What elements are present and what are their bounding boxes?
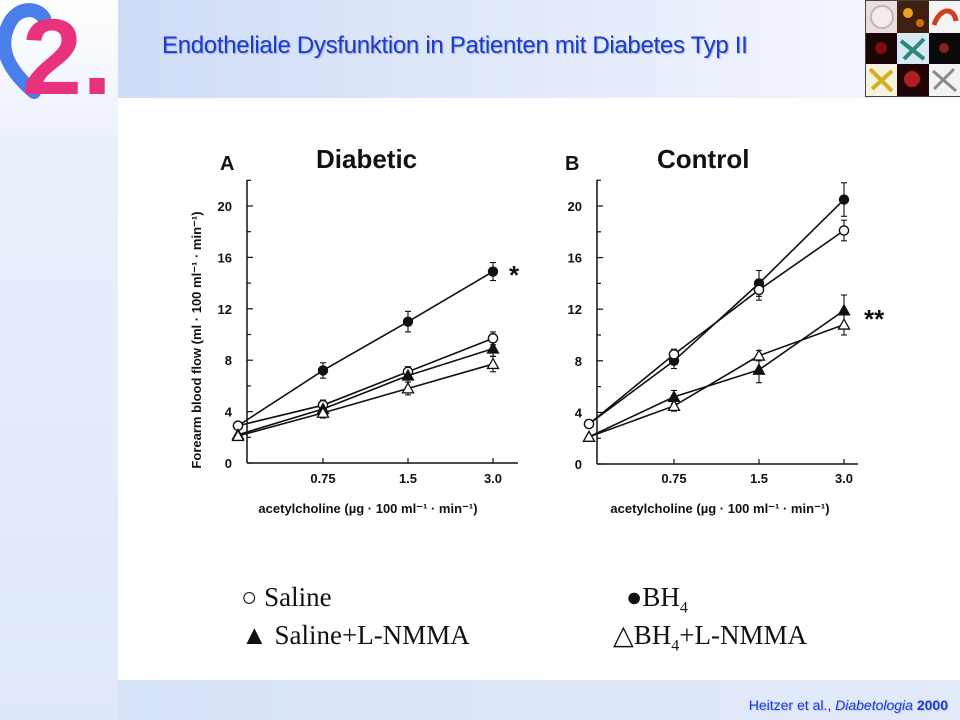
footer-band — [118, 680, 960, 720]
legend-saline-lnmma: ▲ Saline+L-NMMA — [241, 620, 470, 651]
marker-open-triangle — [316, 406, 330, 418]
legend-suffix: +L-NMMA — [679, 620, 808, 650]
citation-authors: Heitzer et al., — [748, 697, 836, 713]
x-tick-label: 1.5 — [399, 471, 417, 486]
marker-open-triangle — [582, 430, 596, 442]
significance-star-b: ** — [864, 304, 885, 334]
marker-filled-circle — [317, 365, 329, 376]
marker-open-circle — [838, 225, 850, 236]
header-band — [118, 0, 960, 98]
x-axis-title: acetylcholine (µg · 100 ml⁻¹ · min⁻¹) — [258, 501, 477, 516]
series-line-filled-triangle — [237, 347, 494, 436]
series-line-open-circle — [237, 337, 494, 427]
open-circle-icon: ○ — [241, 582, 258, 612]
legend-label: BH — [633, 620, 672, 650]
y-tick-label: 4 — [225, 405, 233, 420]
significance-star-a: * — [509, 260, 520, 290]
series-line-filled-triangle — [588, 309, 845, 438]
x-tick-label: 0.75 — [661, 471, 686, 486]
y-tick-label: 20 — [568, 199, 582, 214]
marker-filled-circle — [402, 316, 414, 327]
series-line-open-triangle — [237, 363, 494, 437]
marker-open-triangle — [486, 357, 500, 370]
y-axis-title: Forearm blood flow (ml · 100 ml⁻¹ · min⁻… — [189, 211, 204, 468]
panel-b-letter: B — [565, 153, 580, 175]
citation-journal: Diabetologia — [835, 697, 913, 713]
marker-open-triangle — [401, 381, 415, 394]
panel-b-title: Control — [657, 144, 750, 174]
filled-triangle-icon: ▲ — [241, 620, 268, 650]
logo-icon: 2. — [0, 0, 112, 100]
marker-open-circle — [668, 349, 680, 360]
citation-year: 2000 — [916, 697, 948, 713]
y-tick-label: 12 — [568, 302, 582, 317]
marker-open-circle — [753, 284, 765, 296]
panel-a-title: Diabetic — [316, 144, 418, 174]
y-tick-label: 0 — [575, 457, 582, 472]
marker-open-triangle — [752, 348, 766, 361]
image-mosaic — [865, 0, 960, 97]
y-tick-label: 16 — [568, 251, 582, 266]
marker-open-circle — [487, 333, 499, 344]
marker-open-triangle — [231, 429, 245, 442]
y-tick-label: 12 — [218, 302, 232, 317]
open-triangle-icon: △ — [613, 620, 634, 650]
logo-text: 2. — [22, 0, 112, 100]
series-line-open-circle — [588, 229, 845, 425]
marker-filled-circle — [487, 266, 499, 277]
citation: Heitzer et al., Diabetologia 2000 — [749, 697, 948, 713]
marker-open-triangle — [667, 399, 681, 412]
series-line-open-triangle — [588, 323, 845, 438]
legend-subscript: 4 — [671, 637, 680, 655]
legend-subscript: 4 — [679, 599, 688, 617]
legend-label: Saline+L-NMMA — [274, 620, 470, 650]
legend-bh4-lnmma: △BH4+L-NMMA — [613, 620, 807, 655]
legend-bh4: ●BH4 — [626, 582, 688, 617]
marker-open-circle — [583, 418, 595, 430]
x-tick-label: 3.0 — [484, 471, 502, 486]
left-decor-band — [0, 0, 118, 720]
marker-filled-triangle — [837, 303, 851, 316]
panel-a-letter: A — [220, 153, 235, 175]
chart-diabetic: 0 4 8 12 16 20 0.75 1.5 3.0 acetylcholine (µg · 1… — [189, 179, 518, 516]
chart-control: 0 4 8 12 16 20 0.75 1.5 3.0 acetylcholine (µg · 1… — [568, 179, 858, 516]
y-tick-label: 8 — [225, 353, 232, 368]
y-tick-label: 20 — [218, 199, 232, 214]
legend-label: BH — [642, 582, 680, 612]
marker-filled-triangle — [401, 368, 415, 381]
y-tick-label: 16 — [218, 250, 232, 265]
x-tick-label: 3.0 — [835, 471, 853, 486]
marker-open-triangle — [837, 317, 851, 330]
marker-filled-circle — [838, 194, 850, 205]
series-line-filled-circle — [237, 270, 494, 427]
legend-saline: ○ Saline — [241, 582, 332, 613]
y-tick-label: 8 — [575, 354, 582, 369]
marker-filled-triangle — [752, 362, 766, 375]
series-line-filled-circle — [588, 198, 845, 425]
marker-filled-triangle — [486, 341, 500, 354]
legend-label: Saline — [264, 582, 332, 612]
y-tick-label: 0 — [225, 456, 232, 471]
y-tick-label: 4 — [575, 405, 583, 420]
slide-title: Endotheliale Dysfunktion in Patienten mi… — [162, 32, 748, 59]
x-tick-label: 1.5 — [750, 471, 768, 486]
filled-circle-icon: ● — [626, 582, 643, 612]
x-tick-label: 0.75 — [310, 471, 335, 486]
x-axis-title: acetylcholine (µg · 100 ml⁻¹ · min⁻¹) — [610, 501, 829, 516]
